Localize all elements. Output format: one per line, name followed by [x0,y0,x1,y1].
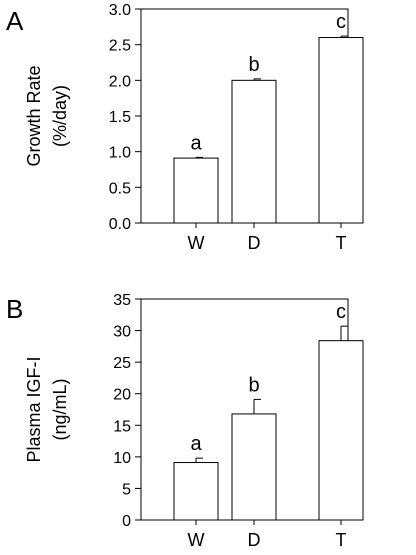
y-tick-label: 30 [113,324,131,341]
y-tick-label: 2.0 [109,73,131,90]
y-axis-label: (%/day) [50,85,70,147]
y-axis-label: Growth Rate [24,65,44,166]
bar-d [231,413,277,521]
significance-letter: b [248,374,259,396]
panel-label: B [6,294,23,324]
y-axis-label: (ng/mL) [50,378,70,440]
y-tick-label: 25 [113,355,131,372]
y-tick-label: 20 [113,387,131,404]
y-tick-label: 15 [113,418,131,435]
chart-panel-b: B 0 5 10 15 20 25 30 35 Plasma IGF-I (ng/mL) a Wb Dc T [6,292,364,550]
x-tick-label: W [188,233,205,253]
x-tick-label: D [248,233,261,253]
y-tick-label: 3.0 [109,2,131,19]
panel-label: A [6,6,24,36]
y-tick-label: 1.0 [109,145,131,162]
y-tick-label: 35 [113,292,131,309]
bar-t [318,340,364,521]
x-tick-label: W [188,530,205,550]
y-tick-label: 0.5 [109,180,131,197]
y-axis-label: Plasma IGF-I [24,356,44,462]
significance-letter: a [190,132,202,154]
significance-letter: b [248,54,259,76]
y-tick-label: 10 [113,450,131,467]
bar-d [231,79,277,224]
y-tick-label: 5 [122,481,131,498]
y-tick-label: 2.5 [109,38,131,55]
bar-t [318,37,364,224]
x-tick-label: D [248,530,261,550]
x-tick-label: T [336,233,347,253]
significance-letter: c [336,11,346,33]
significance-letter: c [336,301,346,323]
x-tick-label: T [336,530,347,550]
bar-w [173,462,219,521]
bar-w [173,157,219,224]
significance-letter: a [190,433,202,455]
y-tick-label: 1.5 [109,109,131,126]
chart-panel-a: A 0.0 0.5 1.0 1.5 2.0 2.5 3.0 Growth Rate (%/day)… [6,2,364,253]
y-tick-label: 0 [122,513,131,530]
y-tick-label: 0.0 [109,216,131,233]
